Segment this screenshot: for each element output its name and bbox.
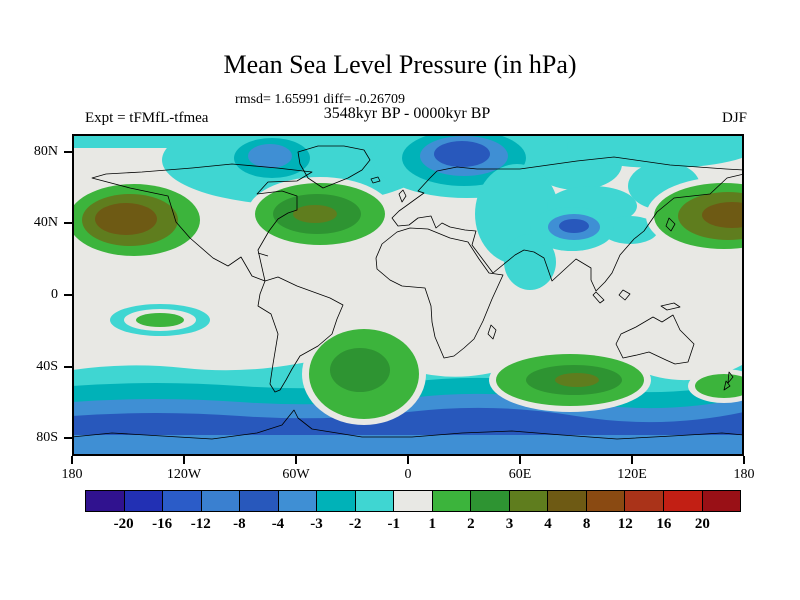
colorbar-segment [586,491,626,511]
colorbar-label: 12 [617,516,633,532]
lon-tick-label: 180 [61,467,83,482]
colorbar-label: 1 [428,516,437,532]
lon-tick-label: 180 [733,467,755,482]
colorbar-segment [663,491,703,511]
colorbar-segment [471,491,510,511]
colorbar-segment [432,491,472,511]
lat-tick [64,150,72,153]
colorbar-label: -12 [190,516,211,532]
colorbar-label: -4 [271,516,285,532]
colorbar-label: -20 [113,516,134,532]
lat-tick-label: 80S [36,430,58,446]
lon-tick [183,456,185,464]
plot-title: Mean Sea Level Pressure (in hPa) [223,50,577,79]
lat-tick [64,222,72,225]
colorbar [85,490,741,512]
colorbar-label: 3 [505,516,514,532]
antarctica-coastline [71,409,745,440]
colorbar-segment [240,491,279,511]
coastlines [71,145,745,440]
southeast-pacific-anomaly [110,304,210,336]
colorbar-label: 20 [694,516,710,532]
north-atlantic-positive-anomaly [247,177,393,251]
colorbar-segment [702,491,741,511]
lat-axis: 80N 40N 0 40S 80S [0,134,72,456]
colorbar-label: -8 [233,516,246,532]
lon-tick-label: 60E [508,467,532,482]
japan-coastline [665,217,676,232]
lat-tick-label: 40N [33,215,58,231]
colorbar-label: -3 [310,516,323,532]
contour-map-svg [60,115,800,456]
iceland-coastline [370,176,381,184]
north-pacific-positive-anomaly [60,178,208,262]
colorbar-label: -1 [387,516,400,532]
lat-tick-label: 80N [33,143,58,159]
sumatra-coastline [592,291,605,304]
colorbar-label: -2 [348,516,362,532]
borneo-coastline [618,289,631,301]
colorbar-segment [278,491,318,511]
madagascar-coastline [487,324,497,340]
map-frame [72,134,744,456]
greenland-coastline [297,145,371,189]
colorbar-label: 4 [544,516,552,532]
lon-tick-label: 60W [282,467,310,482]
colorbar-label: 16 [656,516,672,532]
lon-tick-label: 120W [166,467,202,482]
lon-tick [295,456,297,464]
colorbar-segment [124,491,164,511]
colorbar-segment [394,491,433,511]
south-america-positive-anomaly [302,323,426,425]
colorbar-segment [86,491,125,511]
colorbar-segment [509,491,549,511]
south-indian-positive-anomaly [489,348,651,412]
stats-line: rmsd= 1.65991 diff= -0.26709 [235,92,405,107]
uk-coastline [398,189,407,203]
colorbar-segment [163,491,202,511]
colorbar-segment [625,491,664,511]
south-america-coastline [257,276,344,393]
eurasia-coastline [391,156,745,292]
lon-axis: 180 120W 60W 0 60E 120E 180 [62,456,755,500]
experiment-label: Expt = tFMfL-tfmea [85,110,209,126]
colorbar-segment [317,491,356,511]
lon-tick [71,456,73,464]
colorbar-label: -16 [152,516,173,532]
cuba-coastline [257,252,269,257]
colorbar-label: 8 [582,516,591,532]
map-area [60,115,800,456]
new-guinea-coastline [660,302,681,311]
lat-tick [64,294,72,296]
lon-tick-label: 120E [617,467,647,482]
lon-tick [519,456,521,464]
new-zealand-coastline [723,371,734,391]
lon-tick [743,456,745,464]
africa-coastline [375,227,504,359]
lon-tick [407,456,409,464]
lat-tick-label: 40S [36,358,58,374]
season-label: DJF [721,110,747,126]
asia-negative-anomalies [475,162,700,290]
lat-tick [64,365,72,368]
lat-tick-label: 0 [51,287,58,302]
colorbar-segment [201,491,241,511]
colorbar-segment [355,491,395,511]
lat-tick [64,437,72,440]
lon-tick-label: 0 [404,467,412,482]
colorbar-labels: -20 -16 -12 -8 -4 -3 -2 -1 1 2 3 4 8 12 16 20 [85,516,741,538]
colorbar-label: 2 [467,516,475,532]
north-america-coastline [91,163,313,282]
colorbar-segment [548,491,587,511]
lon-tick [631,456,633,464]
australia-coastline [615,314,695,365]
comparison-line: 3548kyr BP - 0000kyr BP [323,105,491,122]
